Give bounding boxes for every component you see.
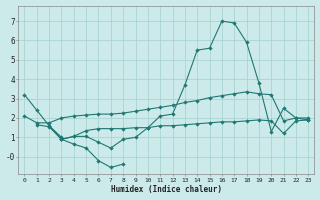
X-axis label: Humidex (Indice chaleur): Humidex (Indice chaleur)	[111, 185, 222, 194]
